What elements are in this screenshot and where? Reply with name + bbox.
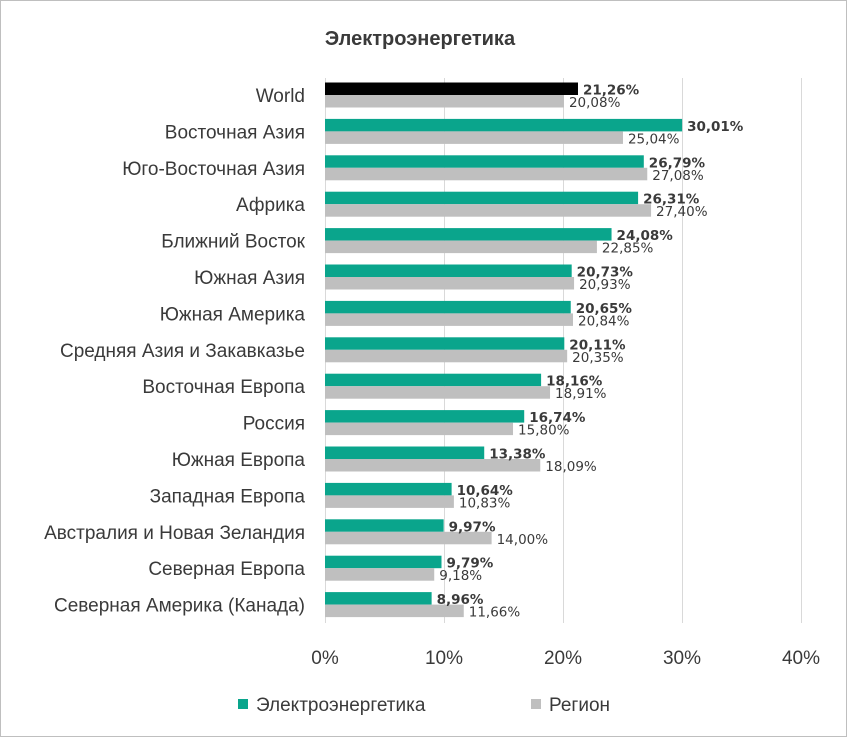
category-label: Северная Европа [148,559,305,580]
category-label: Средняя Азия и Закавказье [60,341,305,362]
bar-series-2 [325,568,435,581]
data-label-series-2: 11,66% [469,605,521,621]
category-label: Африка [236,195,305,216]
bar-series-2 [325,313,573,326]
bar-series-1 [325,155,644,168]
data-label-series-1: 30,01% [687,119,744,135]
data-label-series-1: 9,97% [449,519,496,535]
data-label-series-2: 9,18% [439,568,482,584]
bar-series-1 [325,592,432,605]
bar-series-1 [325,191,639,205]
bar-series-2 [325,422,514,436]
data-label-series-2: 14,00% [497,532,549,548]
data-label-series-2: 18,09% [545,459,597,475]
bar-series-1 [325,300,571,314]
bar-series-1 [325,373,542,387]
data-label-series-1: 18,16% [546,374,603,390]
bar-series-2 [325,604,464,618]
bar-series-1 [325,555,442,569]
data-label-series-1: 20,11% [569,337,626,353]
bar-series-1 [325,228,612,241]
data-label-series-2: 22,85% [602,241,654,257]
bar-series-1 [325,519,444,532]
bar-series-2 [325,349,568,363]
bar-series-2 [325,167,648,181]
category-label: Западная Европа [150,486,306,507]
data-label-series-2: 25,04% [628,131,680,147]
bar-series-1 [325,446,485,459]
category-label: Ближний Восток [161,232,305,253]
legend-label-series-1: Электроэнергетика [256,695,426,716]
category-label: Россия [243,414,305,435]
data-label-series-2: 15,80% [518,423,570,439]
bar-series-1 [325,264,572,277]
data-label-series-2: 20,08% [569,95,621,111]
data-label-series-2: 27,08% [652,168,704,184]
data-label-series-1: 24,08% [617,228,674,244]
data-label-series-2: 20,93% [579,277,631,293]
category-label: Северная Америка (Канада) [54,596,305,617]
bars [325,82,683,618]
data-label-series-1: 26,31% [643,192,700,208]
bar-series-1 [325,337,565,350]
category-label: World [256,86,305,107]
x-tick-label: 20% [544,648,582,669]
data-label-series-1: 10,64% [457,483,514,499]
x-tick-label: 30% [663,648,701,669]
data-label-series-1: 16,74% [529,410,586,426]
bar-series-2 [325,131,623,144]
legend-swatch-series-1 [238,699,248,709]
bar-series-2 [325,459,541,472]
x-axis-tick-labels: 0% 10% 20% 30% 40% [311,648,820,669]
data-label-series-1: 9,79% [447,556,494,572]
data-label-series-1: 26,79% [649,155,706,171]
bar-series-2 [325,95,564,108]
category-label: Восточная Европа [142,377,305,398]
data-labels: 21,26%20,08% 30,01% 25,04% 26,79%27,08% 26,3… [437,83,744,621]
category-labels: World Восточная Азия Юго-Восточная Азия Афр… [44,86,306,617]
bar-series-2 [325,277,575,290]
x-tick-label: 10% [425,648,463,669]
bar-series-2 [325,386,551,399]
legend-label-series-2: Регион [549,695,610,716]
category-label: Юго-Восточная Азия [122,159,305,180]
bar-series-1 [325,118,683,132]
category-label: Южная Европа [172,450,306,471]
data-label-series-1: 20,65% [576,301,633,317]
data-label-series-1: 13,38% [489,447,546,463]
category-label: Южная Америка [160,304,306,325]
bar-series-1 [325,410,525,423]
bar-series-1 [325,482,452,496]
data-label-series-2: 20,35% [572,350,624,366]
bar-series-2 [325,495,454,508]
bar-series-2 [325,204,652,217]
data-label-series-2: 18,91% [555,386,607,402]
bar-series-1 [325,82,578,95]
x-tick-label: 0% [311,648,339,669]
category-label: Южная Азия [194,268,305,289]
category-label: Австралия и Новая Зеландия [44,523,305,544]
data-label-series-2: 27,40% [656,204,708,220]
data-label-series-1: 8,96% [437,592,484,608]
x-tick-label: 40% [782,648,820,669]
data-label-series-2: 20,84% [578,313,630,329]
bar-series-2 [325,240,597,254]
legend-swatch-series-2 [531,699,541,709]
data-label-series-1: 21,26% [583,83,640,99]
bar-series-2 [325,531,492,545]
data-label-series-2: 10,83% [459,495,511,511]
data-label-series-1: 20,73% [577,265,634,281]
chart-title: Электроэнергетика [325,28,516,50]
legend: Электроэнергетика Регион [238,695,610,716]
category-label: Восточная Азия [165,122,305,143]
